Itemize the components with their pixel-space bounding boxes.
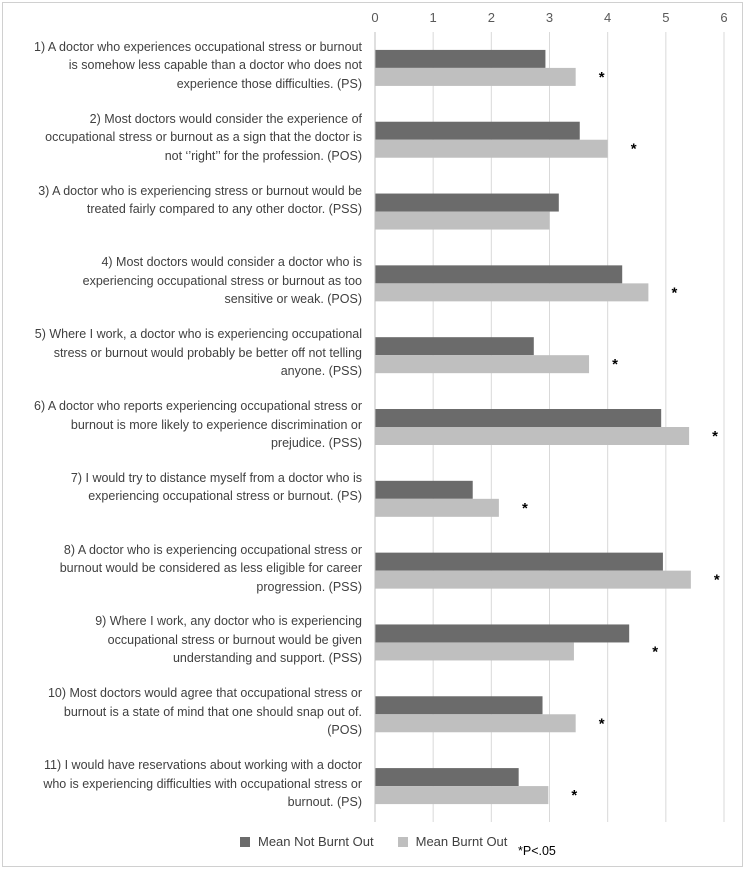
significance-note: *P<.05 (518, 844, 556, 858)
bar-not-burnt-out (375, 480, 473, 499)
category-label: 8) A doctor who is experiencing occupati… (59, 542, 362, 594)
significance-star: * (714, 572, 720, 589)
bar-burnt-out (375, 139, 608, 158)
bar-not-burnt-out (375, 121, 580, 140)
legend-item-burnt-out: Mean Burnt Out (397, 834, 508, 849)
bar-burnt-out (375, 427, 690, 445)
x-tick-label: 3 (546, 10, 553, 25)
legend-swatch-burnt-out (397, 836, 408, 847)
bar-burnt-out (375, 355, 590, 374)
bar-burnt-out (375, 570, 691, 589)
bar-not-burnt-out (375, 624, 630, 643)
bar-not-burnt-out (375, 696, 543, 715)
bar-burnt-out (375, 211, 550, 230)
category-label: 7) I would try to distance myself from a… (70, 470, 362, 504)
category-label: 5) Where I work, a doctor who is experie… (34, 327, 362, 379)
legend-label-not-burnt-out: Mean Not Burnt Out (258, 834, 374, 849)
x-tick-label: 4 (604, 10, 611, 25)
bar-burnt-out (375, 714, 576, 733)
significance-star: * (612, 356, 618, 373)
bar-not-burnt-out (375, 265, 623, 284)
bar-not-burnt-out (375, 409, 662, 427)
significance-star: * (712, 428, 718, 445)
significance-star: * (599, 69, 605, 86)
x-tick-label: 2 (488, 10, 495, 25)
category-label: 11) I would have reservations about work… (43, 758, 362, 810)
bar-burnt-out (375, 786, 549, 805)
bar-burnt-out (375, 642, 574, 661)
x-tick-label: 1 (430, 10, 437, 25)
significance-star: * (671, 284, 677, 301)
bar-not-burnt-out (375, 193, 559, 212)
significance-star: * (599, 715, 605, 732)
category-label: 6) A doctor who reports experiencing occ… (34, 399, 362, 450)
bar-not-burnt-out (375, 768, 519, 787)
significance-star: * (631, 141, 637, 158)
significance-star: * (522, 500, 528, 517)
category-label: 1) A doctor who experiences occupational… (34, 39, 362, 91)
category-label: 9) Where I work, any doctor who is exper… (95, 614, 362, 666)
significance-star: * (571, 787, 577, 804)
legend-item-not-burnt-out: Mean Not Burnt Out (240, 834, 374, 849)
bar-not-burnt-out (375, 337, 534, 356)
category-label: 10) Most doctors would agree that occupa… (47, 686, 362, 738)
x-tick-label: 5 (662, 10, 669, 25)
legend-label-burnt-out: Mean Burnt Out (415, 834, 508, 849)
category-label: 4) Most doctors would consider a doctor … (82, 255, 362, 307)
significance-star: * (652, 643, 658, 660)
x-tick-label: 6 (720, 10, 727, 25)
legend-swatch-not-burnt-out (240, 836, 250, 847)
bar-not-burnt-out (375, 552, 663, 571)
bar-burnt-out (375, 283, 649, 302)
x-tick-label: 0 (371, 10, 378, 25)
category-label: 3) A doctor who is experiencing stress o… (38, 183, 362, 217)
bar-burnt-out (375, 67, 576, 86)
bar-not-burnt-out (375, 49, 546, 68)
category-label: 2) Most doctors would consider the exper… (45, 111, 362, 163)
legend: Mean Not Burnt Out Mean Burnt Out (240, 834, 531, 849)
bar-burnt-out (375, 498, 499, 517)
